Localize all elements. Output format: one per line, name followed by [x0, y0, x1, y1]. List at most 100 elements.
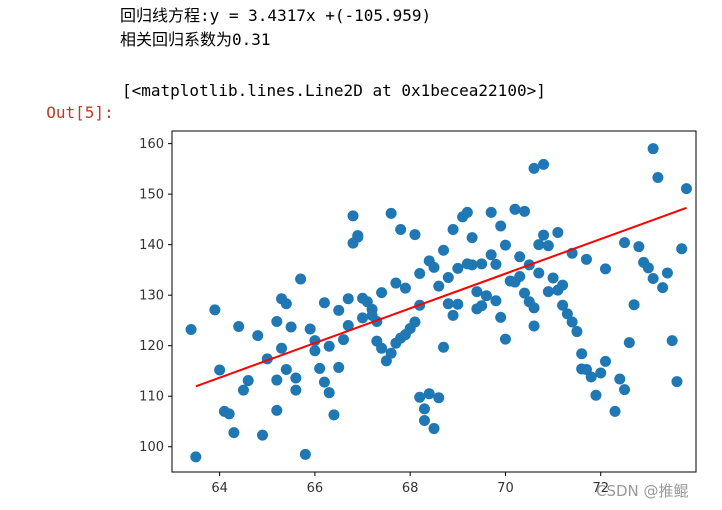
- scatter-point: [357, 312, 369, 324]
- scatter-point: [333, 304, 345, 316]
- y-tick-label: 160: [139, 137, 164, 152]
- stdout-output: 回归线方程:y = 3.4317x +(-105.959) 相关回归系数为0.3…: [120, 4, 431, 52]
- scatter-point: [519, 205, 531, 217]
- scatter-point: [495, 220, 507, 232]
- y-tick-label: 140: [139, 238, 164, 253]
- scatter-point: [480, 290, 492, 302]
- scatter-point: [438, 244, 450, 256]
- scatter-point: [595, 367, 607, 379]
- csdn-watermark: CSDN @推鲲: [596, 482, 689, 500]
- scatter-point: [318, 376, 330, 388]
- scatter-point: [557, 299, 569, 311]
- scatter-point: [352, 230, 364, 242]
- output-cell: Out[5]: [<matplotlib.lines.Line2D at 0x1…: [27, 80, 546, 146]
- scatter-point: [633, 241, 645, 253]
- scatter-point: [252, 330, 264, 342]
- scatter-point: [228, 427, 240, 439]
- scatter-point: [428, 423, 440, 435]
- scatter-point: [276, 342, 288, 354]
- scatter-point: [385, 347, 397, 359]
- scatter-point: [242, 375, 254, 387]
- scatter-point: [223, 408, 235, 420]
- scatter-point: [442, 298, 454, 310]
- scatter-point: [257, 429, 269, 441]
- scatter-point: [557, 279, 569, 291]
- scatter-point: [542, 286, 554, 298]
- scatter-point: [409, 316, 421, 328]
- scatter-point: [499, 239, 511, 251]
- scatter-point: [628, 299, 640, 311]
- scatter-point: [414, 391, 426, 403]
- scatter-point: [499, 333, 511, 345]
- scatter-point: [309, 345, 321, 357]
- scatter-point: [423, 388, 435, 400]
- scatter-point: [533, 239, 545, 251]
- scatter-point: [528, 302, 540, 314]
- scatter-point: [619, 237, 631, 249]
- regression-line: [195, 206, 687, 388]
- scatter-point: [619, 384, 631, 396]
- scatter-point: [214, 364, 226, 376]
- correlation-coefficient-text: 相关回归系数为0.31: [120, 30, 271, 49]
- scatter-points: [185, 143, 692, 463]
- scatter-point: [533, 267, 545, 279]
- scatter-point: [514, 270, 526, 282]
- scatter-point: [552, 227, 564, 239]
- scatter-point: [490, 295, 502, 307]
- scatter-point: [647, 143, 659, 155]
- scatter-point: [538, 158, 550, 170]
- scatter-point: [657, 282, 669, 294]
- y-tick-label: 150: [139, 188, 164, 203]
- scatter-point: [337, 334, 349, 346]
- output-repr-text: [<matplotlib.lines.Line2D at 0x1becea221…: [122, 81, 546, 100]
- x-tick-label: 68: [402, 481, 419, 496]
- regression-equation-text: 回归线方程:y = 3.4317x +(-105.959): [120, 6, 432, 25]
- scatter-point: [271, 315, 283, 327]
- scatter-point: [461, 258, 473, 270]
- scatter-point: [452, 298, 464, 310]
- scatter-point: [661, 267, 673, 279]
- scatter-point: [571, 326, 583, 338]
- scatter-point: [447, 309, 459, 321]
- scatter-point: [438, 341, 450, 353]
- scatter-point: [304, 323, 316, 335]
- scatter-point: [528, 320, 540, 332]
- scatter-point: [495, 311, 507, 323]
- scatter-point: [414, 267, 426, 279]
- scatter-point: [485, 249, 497, 261]
- x-tick-label: 72: [592, 481, 609, 496]
- scatter-point: [642, 262, 654, 274]
- scatter-point: [538, 229, 550, 241]
- scatter-point: [428, 261, 440, 273]
- scatter-point: [342, 319, 354, 331]
- scatter-point: [623, 337, 635, 349]
- scatter-point: [318, 297, 330, 309]
- scatter-point: [395, 224, 407, 236]
- scatter-point: [385, 207, 397, 219]
- scatter-point: [671, 376, 683, 388]
- scatter-point: [471, 286, 483, 298]
- scatter-point: [452, 262, 464, 274]
- scatter-point: [290, 384, 302, 396]
- scatter-point: [561, 308, 573, 320]
- scatter-point: [509, 203, 521, 215]
- scatter-point: [461, 206, 473, 218]
- scatter-point: [285, 321, 297, 333]
- x-tick-label: 70: [497, 481, 514, 496]
- scatter-point: [433, 280, 445, 292]
- y-tick-label: 130: [139, 289, 164, 304]
- scatter-point: [323, 340, 335, 352]
- plot-area-frame: [171, 130, 697, 473]
- scatter-point: [614, 373, 626, 385]
- scatter-point: [599, 263, 611, 275]
- x-tick-label: 64: [211, 481, 228, 496]
- y-tick-label: 120: [139, 339, 164, 354]
- scatter-point: [647, 273, 659, 285]
- scatter-point: [280, 363, 292, 375]
- scatter-point: [676, 243, 688, 255]
- scatter-point: [347, 210, 359, 222]
- scatter-point: [409, 229, 421, 241]
- scatter-point: [418, 414, 430, 426]
- scatter-point: [466, 232, 478, 244]
